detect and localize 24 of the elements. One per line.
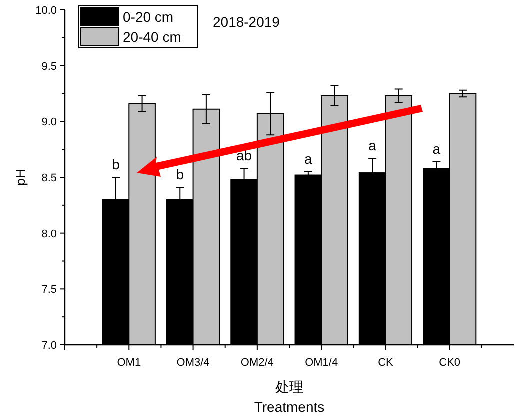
- annotation: b: [112, 156, 120, 172]
- x-tick-label: CK: [378, 357, 394, 369]
- y-tick-label: 9.0: [42, 116, 57, 129]
- annotation: ab: [236, 148, 252, 164]
- x-axis-title: 处理 Treatments: [254, 379, 325, 415]
- x-tick-label: OM1/4: [305, 357, 338, 369]
- y-tick-label: 8.5: [42, 172, 57, 184]
- legend-label: 0-20 cm: [123, 9, 174, 25]
- y-tick-label: 7.5: [42, 284, 57, 296]
- x-tick-label: OM1: [117, 357, 142, 369]
- y-tick-label: 10.0: [36, 5, 57, 17]
- annotation: a: [304, 150, 313, 167]
- y-tick-label: 9.5: [42, 60, 57, 73]
- x-tick-label: OM3/4: [176, 357, 210, 369]
- chart-title: 2018-2019: [213, 14, 280, 30]
- y-tick-label: 8.0: [42, 228, 57, 240]
- y-tick-label: 7.0: [42, 340, 57, 352]
- y-axis-title: pH: [13, 169, 28, 186]
- annotation: a: [432, 140, 441, 157]
- annotation: b: [176, 166, 184, 183]
- x-tick-label: OM2/4: [240, 357, 274, 369]
- annotation: a: [368, 138, 377, 154]
- legend-label: 20-40 cm: [123, 29, 182, 45]
- x-tick-label: CK0: [439, 357, 461, 369]
